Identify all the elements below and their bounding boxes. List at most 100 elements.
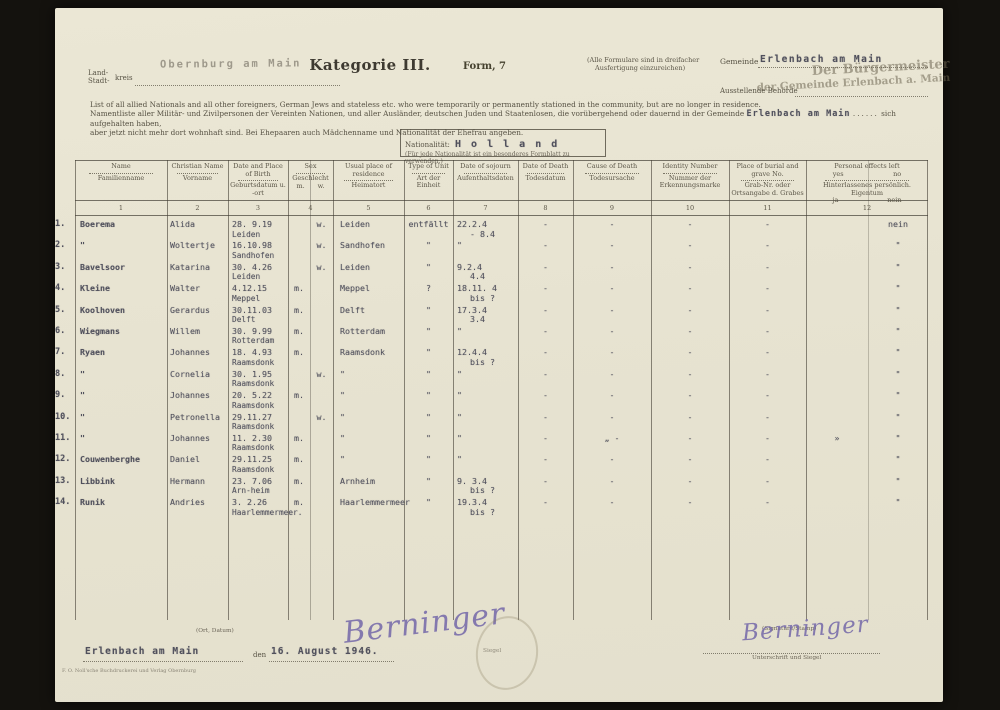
row-number: 5. <box>55 304 66 315</box>
cell-effects-ja <box>806 347 868 368</box>
printer-note: F. O. Noll'sche Buchdruckerei und Verlag… <box>62 668 196 674</box>
intro-german-1: Namentliste aller Militär- und Zivilpers… <box>90 109 896 128</box>
number-row-line <box>75 215 928 216</box>
cell-effects-nein: " <box>895 411 901 422</box>
row-number: 6. <box>55 325 66 336</box>
cell-unit: " <box>426 368 431 379</box>
cell-sex-w: w. <box>316 219 327 229</box>
cell-death-cause: - <box>609 240 615 251</box>
table-row: 6. Wiegmans Willem 30. 9.99 Rotterdam m. … <box>55 325 928 347</box>
cell-death-date: - <box>543 390 548 401</box>
cell-unit: " <box>426 411 431 422</box>
gemeinde-value: Erlenbach am Main <box>760 54 883 65</box>
table-row: 9. " Johannes 20. 5.22 Raamsdonk m. " " "… <box>55 390 928 411</box>
cell-identity-number: - <box>687 454 693 465</box>
table-row: 13. Libbink Hermann 23. 7.06 Arn-heim m. … <box>55 475 928 497</box>
cell-effects-ja <box>806 240 868 261</box>
cell-effects-ja <box>806 369 868 390</box>
cell-first-name: Willem <box>170 325 200 336</box>
cell-sojourn: " <box>457 240 462 251</box>
col-header-death-date: Date of Death Todesdatum <box>522 162 569 182</box>
cell-unit: " <box>426 390 431 401</box>
cell-sex-w <box>310 283 333 304</box>
cell-unit: " <box>426 261 431 272</box>
cell-death-date: - <box>543 325 548 336</box>
cell-death-date: - <box>543 219 548 229</box>
cell-burial-place: - <box>765 497 770 508</box>
cell-effects-ja <box>806 476 868 497</box>
col-line <box>729 160 730 620</box>
cell-sex-m: m. <box>294 347 304 358</box>
row-number: 8. <box>55 368 66 379</box>
cell-burial-place: - <box>765 347 770 358</box>
cell-death-date: - <box>543 432 548 443</box>
copies-note: (Alle Formulare sind in dreifacher Ausfe… <box>587 56 700 72</box>
cell-sex-m <box>288 219 310 240</box>
cell-burial-place: - <box>765 304 770 315</box>
cell-unit: entfällt <box>408 219 449 229</box>
cell-first-name: Walter <box>170 283 200 294</box>
cell-effects-ja <box>806 390 868 411</box>
cell-effects-ja <box>806 305 868 326</box>
cell-residence: " <box>340 432 345 443</box>
cell-death-cause: - <box>609 347 615 358</box>
col-line <box>288 160 289 620</box>
cell-death-date: - <box>543 240 548 251</box>
cell-family-name: " <box>80 411 85 422</box>
table-rows: 1. Boerema Alida 28. 9.19 Leiden w. Leide… <box>55 219 928 518</box>
cell-effects-nein: " <box>895 497 901 508</box>
cell-sojourn: " <box>457 368 462 379</box>
cell-sojourn: 22.2.4- 8.4 <box>457 219 495 239</box>
cell-identity-number: - <box>687 475 693 486</box>
cell-burial-place: - <box>765 261 770 272</box>
cell-unit: " <box>426 454 431 465</box>
cell-sojourn: " <box>457 454 462 465</box>
cell-sex-m <box>288 369 310 390</box>
cell-sex-m: m. <box>294 304 304 315</box>
column-number-row: 1 2 3 4 5 6 7 8 9 10 11 12 <box>118 204 872 212</box>
cell-death-date: - <box>543 283 548 294</box>
cell-birth: 4.12.15 Meppel <box>232 283 267 303</box>
cell-residence: Sandhofen <box>340 240 385 251</box>
land-stadt-labels: Land- Stadt- <box>88 69 109 85</box>
cell-death-cause: - <box>609 304 615 315</box>
signature-sub-label: Unterschrift und Siegel <box>752 655 822 661</box>
col-header-death-cause: Cause of Death Todesursache <box>585 162 639 182</box>
cell-identity-number: - <box>687 325 693 336</box>
cell-family-name: " <box>80 240 85 251</box>
intro-english: List of all allied Nationals and all oth… <box>90 100 761 109</box>
cell-effects-ja <box>806 219 868 240</box>
cell-sex-w: w. <box>316 261 327 272</box>
cell-residence: " <box>340 368 345 379</box>
col-line <box>518 160 519 620</box>
gemeinde-label: Gemeinde <box>720 57 759 66</box>
cell-family-name: Boerema <box>80 219 115 229</box>
cell-death-date: - <box>543 261 548 272</box>
cell-burial-place: - <box>765 411 770 422</box>
cell-effects-nein: " <box>895 475 901 486</box>
cell-first-name: Petronella <box>170 411 220 422</box>
cell-sex-w: w. <box>316 411 327 422</box>
cell-birth: 3. 2.26 Haarlemmermeer. <box>232 497 303 517</box>
cell-death-date: - <box>543 368 548 379</box>
cell-sex-m: m. <box>294 283 304 294</box>
cell-sex-m <box>288 262 310 283</box>
col-line <box>333 160 334 620</box>
cell-residence: Arnheim <box>340 475 375 486</box>
cell-first-name: Johannes <box>170 347 210 358</box>
cell-residence: Delft <box>340 304 365 315</box>
cell-residence: Leiden <box>340 261 370 272</box>
cell-unit: " <box>426 497 431 508</box>
nationality-box: Nationalität: H o l l a n d (Für jede Na… <box>400 129 606 165</box>
cell-identity-number: - <box>687 261 693 272</box>
cell-sex-m <box>288 240 310 261</box>
cell-identity-number: - <box>687 432 693 443</box>
cell-death-cause: - <box>609 283 615 294</box>
row-number: 2. <box>55 240 66 251</box>
cell-family-name: Ryaen <box>80 347 105 358</box>
cell-death-date: - <box>543 454 548 465</box>
registry-table: Name Familienname Christian Name Vorname… <box>55 160 928 620</box>
cell-sojourn: " <box>457 432 462 443</box>
cell-sex-w <box>310 454 333 475</box>
cell-sojourn: 19.3.4 bis ? <box>457 497 495 517</box>
